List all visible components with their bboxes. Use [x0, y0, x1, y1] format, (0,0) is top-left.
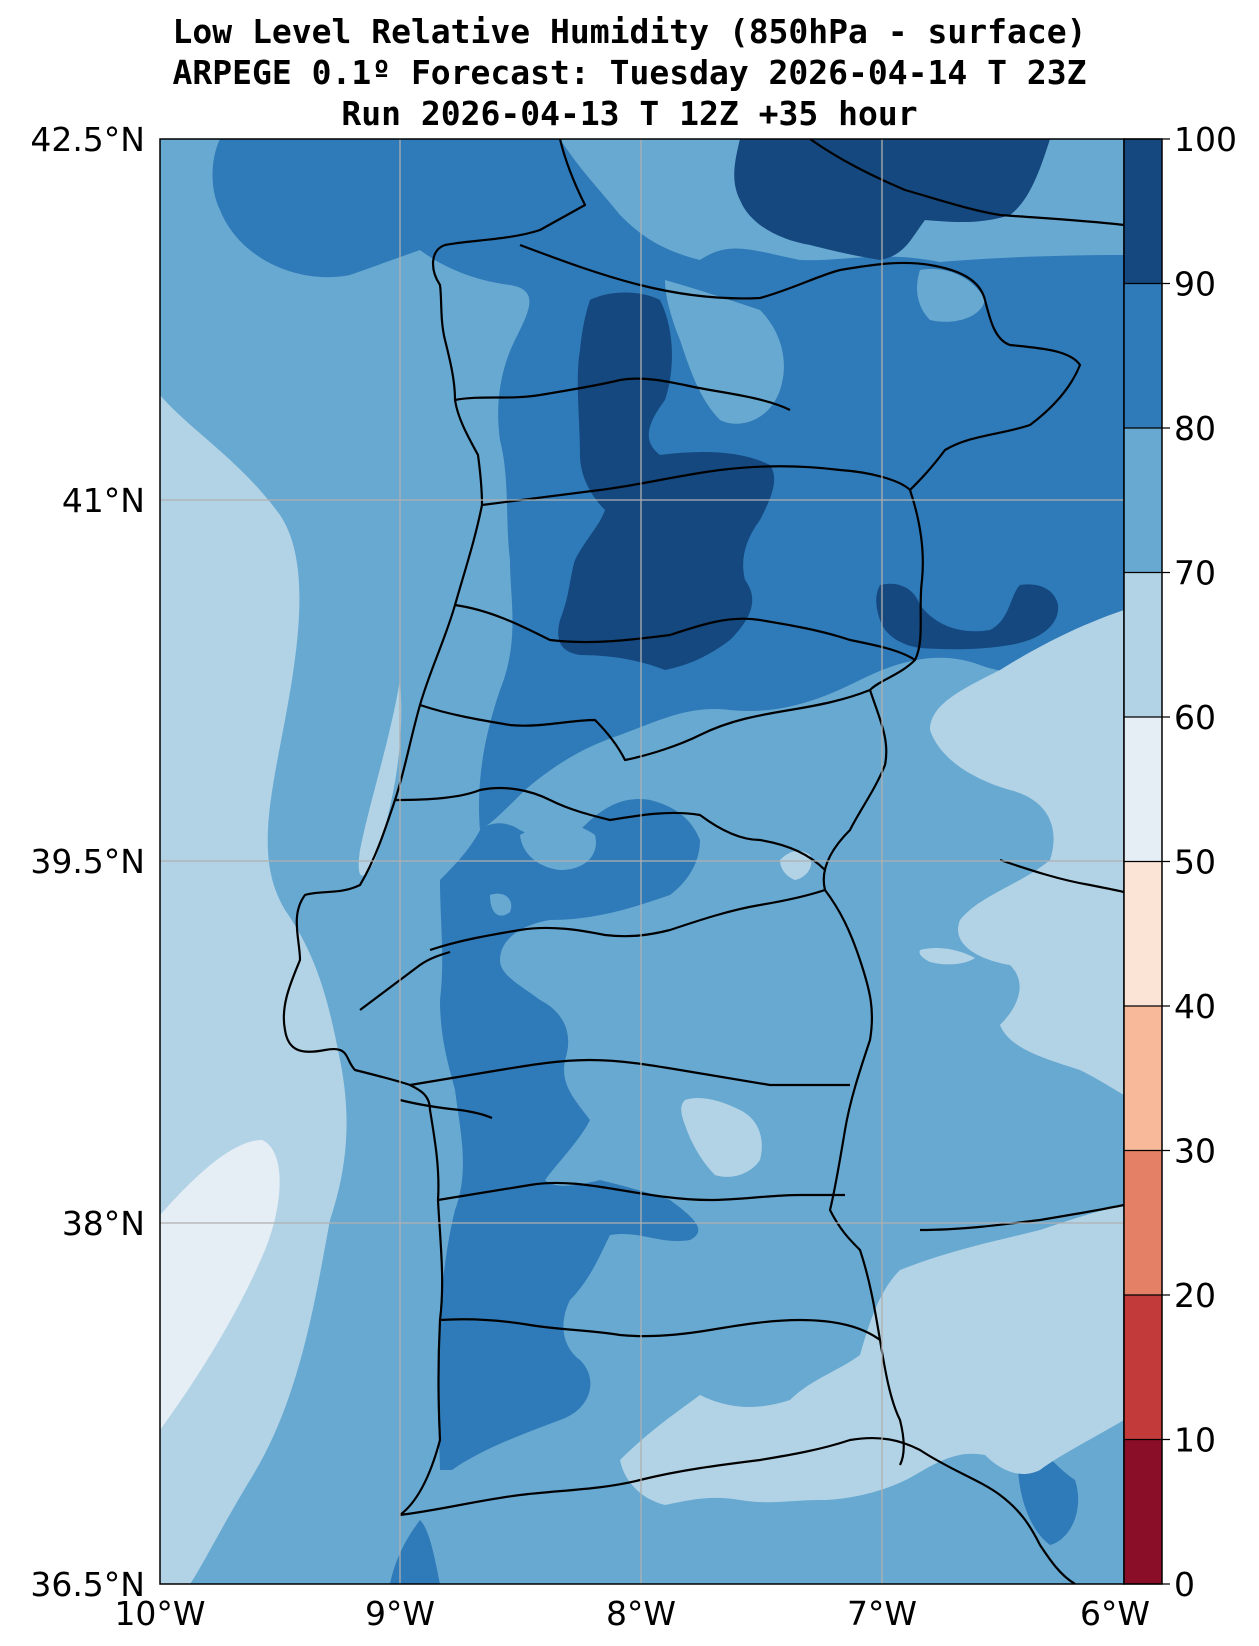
colorbar: 0 10 20 30 40 50 60 70 80 90 100	[1123, 120, 1237, 1604]
lat-label-36-5n: 36.5°N	[30, 1565, 145, 1604]
map-title-line-3: Run 2026-04-13 T 12Z +35 hour	[341, 94, 918, 133]
colorbar-segment-40-50	[1124, 861, 1162, 1006]
humidity-pocket-70-80-d	[490, 893, 512, 916]
humidity-band-60-70-south	[620, 1205, 1124, 1505]
graticule	[160, 139, 1124, 1584]
colorbar-label-80: 80	[1174, 409, 1216, 448]
colorbar-segment-10-20	[1124, 1295, 1162, 1440]
district-line-d	[419, 688, 871, 762]
algarve-coastline	[399, 1436, 1076, 1584]
humidity-band-60-70-patch-c	[919, 947, 975, 965]
portugal-north-border	[519, 243, 1082, 491]
humidity-band-80-90-bottom	[390, 1520, 440, 1584]
humidity-pocket-70-80-a	[665, 280, 784, 424]
iberian-west-coastline	[282, 139, 587, 1516]
colorbar-label-20: 20	[1174, 1276, 1216, 1315]
sado-estuary	[399, 1098, 493, 1120]
colorbar-label-10: 10	[1174, 1421, 1216, 1460]
humidity-band-90-100-core-north	[558, 292, 775, 670]
district-line-g	[409, 1058, 850, 1087]
humidity-band-60-70-coast	[358, 680, 402, 876]
lon-label-9w: 9°W	[365, 1594, 435, 1633]
humidity-band-60-70-patch-a	[681, 1098, 762, 1177]
map-title-line-1: Low Level Relative Humidity (850hPa - su…	[172, 12, 1087, 51]
colorbar-label-0: 0	[1174, 1565, 1195, 1604]
lat-label-41n: 41°N	[62, 481, 145, 520]
colorbar-label-70: 70	[1174, 554, 1216, 593]
coastlines-and-borders	[282, 139, 1124, 1584]
lon-label-7w: 7°W	[847, 1594, 917, 1633]
portugal-spain-border-east	[822, 489, 924, 1466]
tagus-estuary	[359, 950, 451, 1011]
lon-label-10w: 10°W	[114, 1594, 205, 1633]
district-line-a	[454, 377, 791, 411]
district-line-b	[481, 465, 911, 507]
colorbar-segment-70-80	[1124, 428, 1162, 573]
district-line-i	[439, 1318, 881, 1341]
colorbar-segment-60-70	[1124, 572, 1162, 717]
colorbar-segments	[1124, 139, 1162, 1584]
colorbar-label-100: 100	[1174, 120, 1237, 159]
humidity-band-90-100-core-north-east	[734, 139, 1050, 260]
humidity-band-60-70-patch-b	[780, 850, 812, 880]
map-title-line-2: ARPEGE 0.1º Forecast: Tuesday 2026-04-14…	[172, 53, 1087, 92]
colorbar-label-60: 60	[1174, 698, 1216, 737]
colorbar-label-40: 40	[1174, 987, 1216, 1026]
colorbar-label-90: 90	[1174, 265, 1216, 304]
lon-label-8w: 8°W	[606, 1594, 676, 1633]
spain-north-coast	[809, 139, 1124, 227]
colorbar-label-50: 50	[1174, 843, 1216, 882]
humidity-band-50-60-offshore	[160, 1140, 280, 1430]
lat-label-39-5n: 39.5°N	[30, 842, 145, 881]
colorbar-frame	[1123, 138, 1163, 1585]
district-line-f	[429, 888, 826, 952]
lat-label-42-5n: 42.5°N	[30, 120, 145, 159]
humidity-pocket-70-80-c	[520, 823, 596, 870]
spain-inner-border-b	[999, 858, 1124, 894]
colorbar-label-30: 30	[1174, 1132, 1216, 1171]
colorbar-segment-20-30	[1124, 1150, 1162, 1295]
humidity-band-80-90-central	[437, 799, 700, 1470]
colorbar-segment-30-40	[1124, 1006, 1162, 1151]
colorbar-segment-0-10	[1124, 1439, 1162, 1584]
district-line-c	[454, 603, 916, 661]
humidity-band-60-70-east	[930, 610, 1124, 1095]
colorbar-segment-80-90	[1124, 283, 1162, 428]
spain-inner-border-a	[919, 1203, 1124, 1232]
humidity-pocket-70-80-b	[917, 269, 985, 322]
lat-label-38n: 38°N	[62, 1204, 145, 1243]
humidity-band-90-100-core-east	[876, 583, 1059, 650]
colorbar-segment-50-60	[1124, 717, 1162, 862]
lon-label-6w: 6°W	[1080, 1594, 1150, 1633]
colorbar-segment-90-100	[1124, 139, 1162, 284]
district-line-h	[437, 1181, 845, 1202]
district-line-e	[394, 786, 826, 871]
